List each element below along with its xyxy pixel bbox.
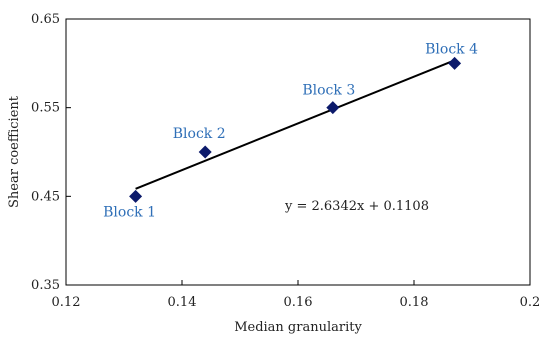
trendline: [135, 59, 455, 190]
data-point-marker: [198, 145, 212, 159]
data-point-marker: [448, 56, 462, 70]
y-tick-label: 0.55: [31, 101, 60, 116]
x-tick-label: 0.18: [400, 295, 429, 310]
data-point-label: Block 2: [173, 126, 226, 142]
y-axis-title: Shear coefficient: [7, 95, 22, 208]
data-point-label: Block 3: [302, 83, 355, 99]
data-point-label: Block 1: [103, 204, 156, 220]
trendline-equation: y = 2.6342x + 0.1108: [284, 199, 429, 214]
x-tick-label: 0.14: [168, 295, 197, 310]
plot-area: [65, 18, 531, 286]
x-tick-label: 0.16: [284, 295, 313, 310]
y-tick-label: 0.65: [31, 12, 60, 27]
data-point-marker: [326, 101, 340, 115]
y-tick-label: 0.45: [31, 189, 60, 204]
y-tick-label: 0.35: [31, 278, 60, 293]
data-point-marker: [129, 189, 143, 203]
x-tick-label: 0.12: [52, 295, 81, 310]
data-point-label: Block 4: [425, 41, 478, 57]
x-axis-title: Median granularity: [234, 320, 362, 335]
x-tick-label: 0.2: [520, 295, 541, 310]
